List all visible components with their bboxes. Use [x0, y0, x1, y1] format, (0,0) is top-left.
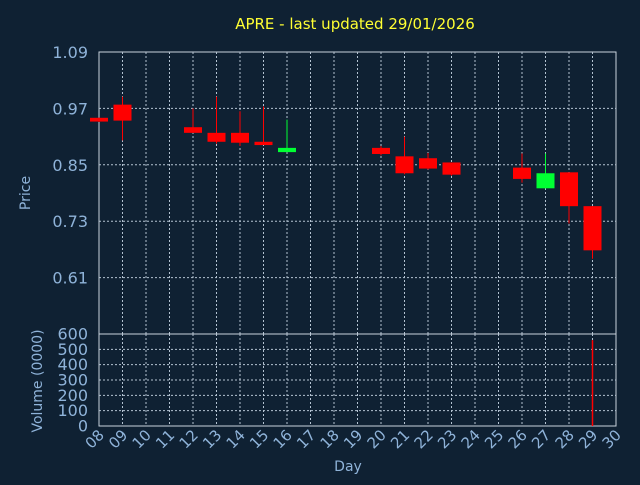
x-tick-label: 29 [575, 426, 601, 452]
x-tick-label: 10 [129, 426, 155, 452]
candle [231, 111, 249, 146]
candle-body [395, 156, 414, 174]
candle-body [513, 167, 531, 179]
candle [207, 96, 226, 144]
candle [513, 153, 531, 183]
volume-grid [99, 334, 616, 426]
x-axis-label: Day [334, 459, 362, 475]
price-tick-label: 1.09 [52, 43, 88, 62]
x-tick-label: 19 [340, 426, 366, 452]
candle-body [184, 127, 202, 133]
volume-tick-label: 600 [57, 325, 88, 344]
volume-tick-label: 200 [57, 386, 88, 405]
candle [278, 119, 296, 153]
volume-axis-label: Volume (0000) [30, 329, 46, 432]
x-tick-label: 13 [199, 426, 225, 452]
candle-body [442, 162, 461, 175]
x-tick-label: 30 [599, 426, 625, 452]
candle-body [278, 147, 296, 153]
volume-tick-label: 500 [57, 340, 88, 359]
candle-body [536, 173, 555, 189]
candle-body [560, 172, 578, 207]
price-tick-label: 0.61 [52, 269, 88, 288]
candle-body [90, 117, 108, 122]
candle [254, 106, 273, 146]
candle-body [113, 104, 132, 121]
price-axis-label: Price [18, 176, 34, 210]
candle [583, 206, 602, 259]
candles [90, 96, 602, 259]
candle-body [372, 147, 390, 154]
price-tick-label: 0.73 [52, 212, 88, 231]
volume-tick-label: 100 [57, 401, 88, 420]
candle [536, 153, 555, 189]
x-tick-label: 25 [481, 426, 507, 452]
x-tick-label: 17 [293, 426, 319, 452]
x-tick-label: 18 [317, 426, 343, 452]
x-tick-label: 11 [152, 426, 178, 452]
x-tick-label: 14 [223, 426, 249, 452]
candle-body [231, 132, 249, 143]
candle-body [254, 141, 273, 146]
price-tick-label: 0.85 [52, 156, 88, 175]
price-y-ticks: 1.09 0.97 0.85 0.73 0.61 [52, 43, 88, 288]
x-tick-label: 22 [411, 426, 437, 452]
x-tick-label: 27 [528, 426, 554, 452]
candle [442, 162, 461, 176]
candle [560, 172, 578, 224]
candle [184, 108, 202, 133]
price-panel: 1.09 0.97 0.85 0.73 0.61 Price [18, 43, 617, 335]
x-axis-ticks: 0809101112131415161718192021222324252627… [82, 426, 625, 452]
candle-body [583, 206, 602, 251]
volume-tick-label: 400 [57, 355, 88, 374]
price-grid [99, 52, 616, 334]
candle [372, 146, 390, 156]
x-tick-label: 09 [105, 426, 131, 452]
volume-tick-label: 300 [57, 371, 88, 390]
x-tick-label: 12 [176, 426, 202, 452]
price-tick-label: 0.97 [52, 99, 88, 118]
volume-tick-label: 0 [78, 417, 88, 436]
x-tick-label: 16 [270, 426, 296, 452]
candle [113, 96, 132, 141]
chart-title: APRE - last updated 29/01/2026 [235, 15, 475, 33]
x-tick-label: 23 [434, 426, 460, 452]
candle-body [207, 132, 226, 142]
candle-body [419, 158, 437, 169]
x-tick-label: 20 [364, 426, 390, 452]
x-tick-label: 26 [505, 426, 531, 452]
x-tick-label: 24 [458, 426, 484, 452]
x-tick-label: 15 [246, 426, 272, 452]
x-tick-label: 21 [387, 426, 413, 452]
candle [419, 153, 437, 170]
candle [395, 136, 414, 175]
candle [90, 117, 108, 123]
x-tick-label: 28 [552, 426, 578, 452]
